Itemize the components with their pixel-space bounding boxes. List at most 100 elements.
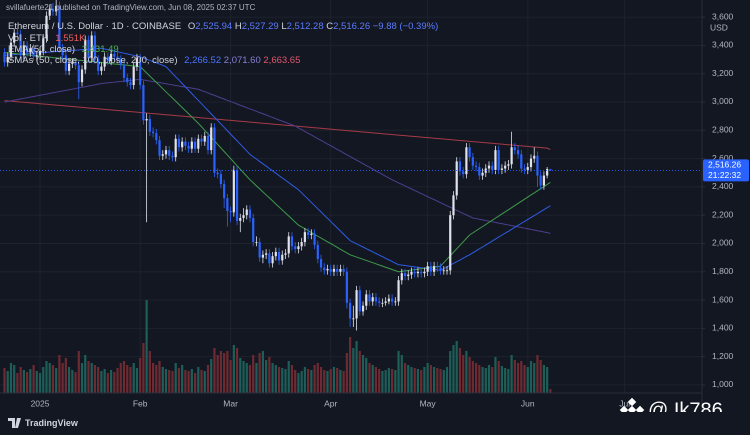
ma-line: [4, 51, 551, 273]
ohlc-key: L: [281, 21, 286, 32]
volume-bar: [261, 351, 264, 393]
volume-bar: [303, 367, 306, 393]
volume-bar: [252, 355, 255, 393]
candle-body: [294, 246, 297, 250]
x-tick-label: Apr: [324, 398, 337, 408]
candle-body: [226, 198, 229, 211]
volume-bar: [151, 363, 155, 393]
volume-bar: [507, 369, 510, 393]
candle-body: [109, 53, 113, 61]
volume-bar: [478, 365, 481, 393]
axis-layer: 1,000 1,200 1,400 1,600 1,800 2,000 2,200 2,400…: [0, 11, 749, 408]
candle-body: [510, 147, 513, 165]
volume-bar: [100, 371, 103, 393]
candle-body: [213, 127, 216, 173]
volume-bar: [145, 300, 148, 393]
volume-bar: [536, 355, 539, 393]
volume-bar: [510, 355, 513, 393]
legend-sma: SMAs (50, close, 100, close, 200, close)…: [8, 55, 300, 66]
candle-body: [164, 150, 168, 155]
volume-bar: [432, 367, 436, 393]
candle-body: [68, 63, 71, 71]
volume-bar: [119, 363, 122, 393]
candle-body: [494, 150, 497, 170]
volume-bar: [290, 365, 294, 393]
volume-bar: [381, 371, 384, 393]
y-tick-label: 1,600: [712, 294, 734, 304]
volume-bar: [148, 351, 151, 393]
candle-body: [64, 55, 67, 71]
volume-bar: [74, 372, 77, 393]
candle-body: [174, 138, 177, 158]
change: −9.88 (−0.39%): [373, 21, 439, 32]
volume-bar: [352, 348, 355, 393]
volume-bar: [177, 368, 181, 393]
candle-body: [268, 253, 271, 264]
candle-body: [274, 251, 277, 257]
ema-name: EMA (50, close): [8, 44, 75, 55]
footer: TradingView: [0, 412, 750, 435]
x-tick-label: 2025: [31, 398, 50, 408]
candle-body: [316, 244, 319, 260]
y-tick-label: 2,600: [712, 153, 734, 163]
candle-body: [313, 233, 316, 245]
volume-bar: [391, 369, 394, 393]
volume-bar: [407, 365, 410, 393]
candle-body: [151, 131, 155, 134]
volume-bar: [16, 373, 19, 393]
candle-body: [29, 48, 32, 53]
candle-body: [242, 215, 245, 219]
candle-body: [420, 271, 423, 274]
candle-body: [549, 169, 552, 171]
candle-body: [529, 158, 533, 168]
ohlc-key: O: [188, 21, 195, 32]
ohlc-value: 2,527.29: [242, 21, 279, 32]
countdown: 21:22:32: [708, 170, 741, 180]
candle-body: [478, 167, 481, 176]
candle-body: [542, 175, 546, 186]
volume-bar: [181, 365, 184, 393]
volume-bar: [529, 361, 533, 393]
x-tick-label: Jun: [521, 398, 535, 408]
volume-bar: [77, 351, 80, 393]
candle-body: [403, 273, 407, 277]
volume-bar: [48, 363, 51, 393]
volume-bar: [429, 365, 432, 393]
volume-bar: [504, 368, 507, 393]
candle-body: [80, 69, 84, 83]
candle-body: [507, 164, 510, 166]
candle-body: [513, 147, 516, 151]
volume-bar: [216, 355, 219, 393]
volume-bar: [332, 367, 336, 393]
volume-bar: [287, 361, 290, 393]
candle-body: [520, 154, 523, 169]
candle-body: [119, 59, 122, 66]
volume-bar: [526, 367, 529, 393]
candle-body: [193, 141, 197, 149]
candle-body: [342, 268, 345, 272]
volume-bar: [339, 370, 342, 393]
x-tick-label: Mar: [223, 398, 238, 408]
candle-body: [539, 175, 542, 186]
volume-bar: [113, 372, 116, 393]
candle-body: [229, 210, 232, 213]
y-tick-label: 2,400: [712, 181, 734, 191]
candle-body: [394, 301, 397, 303]
candle-body: [48, 8, 51, 16]
volume-bar: [168, 370, 171, 393]
candle-body: [51, 8, 55, 12]
volume-bar: [126, 365, 129, 393]
candle-body: [168, 150, 171, 156]
volume-bar: [458, 348, 462, 393]
volume-bar: [155, 365, 158, 393]
volume-bar: [26, 372, 29, 393]
y-tick-label: 2,200: [712, 209, 734, 219]
volume-bar: [268, 357, 271, 393]
x-tick-label: Jul: [619, 398, 630, 408]
volume-bar: [245, 363, 248, 393]
volume-bar: [387, 368, 390, 393]
volume-bar: [13, 365, 16, 393]
candle-body: [184, 141, 187, 146]
